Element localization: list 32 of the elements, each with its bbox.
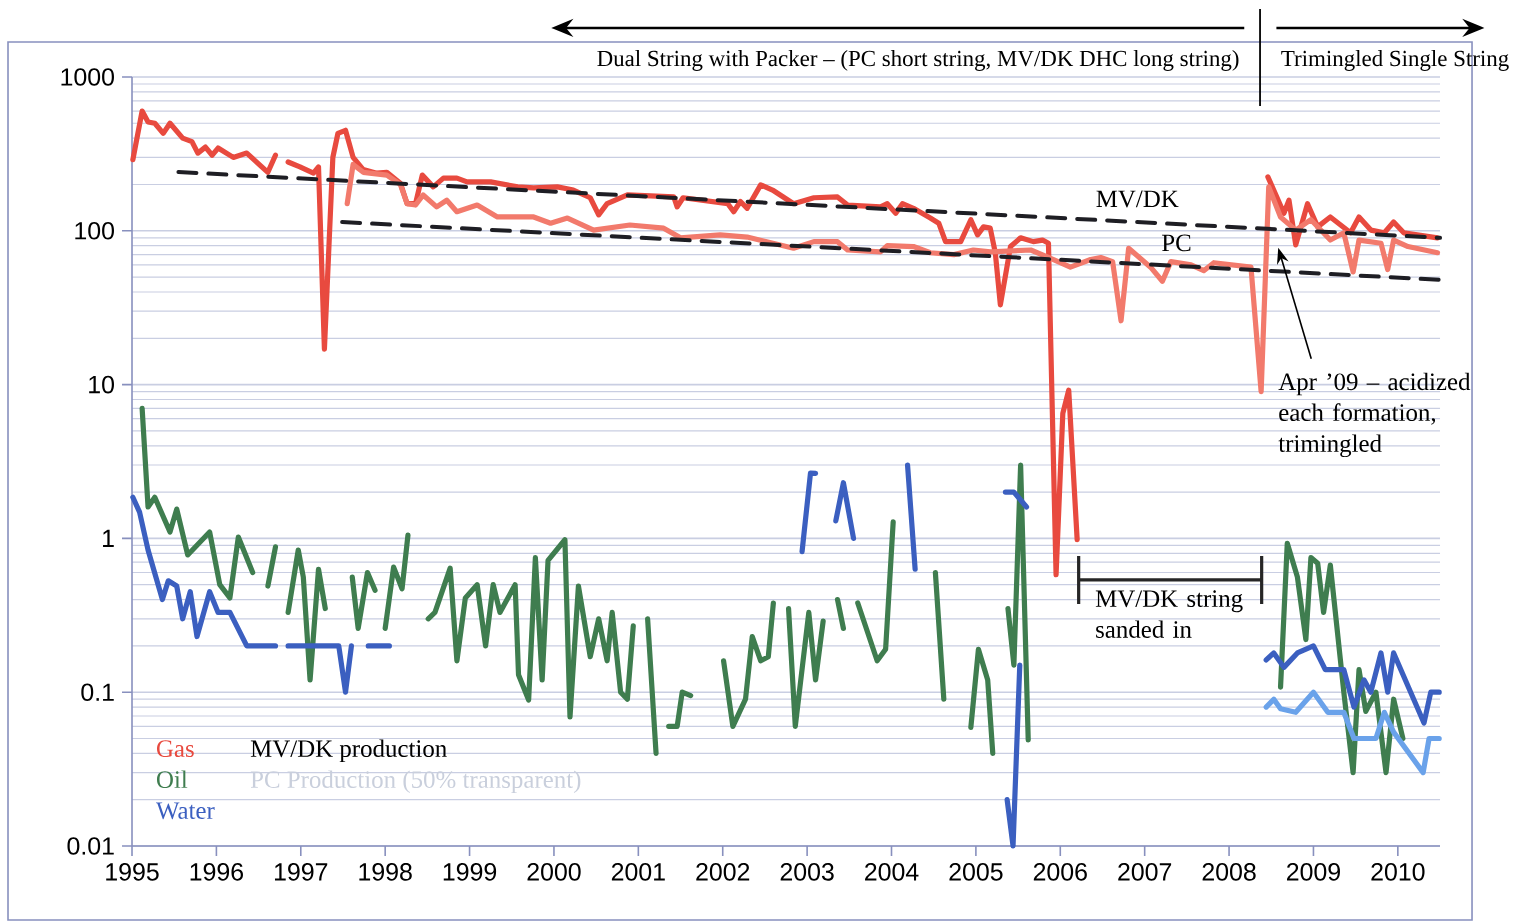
x-tick-label: 2002 xyxy=(696,863,750,881)
y-tick-label: 1000 xyxy=(61,68,114,86)
x-tick-label: 2001 xyxy=(611,863,665,881)
x-tick-label: 1997 xyxy=(274,863,328,881)
x-tick-label: 2009 xyxy=(1286,863,1340,881)
x-tick-label: 2008 xyxy=(1202,863,1256,881)
x-tick-label: 2006 xyxy=(1033,863,1087,881)
annotation: MV/DK production xyxy=(250,739,447,763)
x-tick-label: 1995 xyxy=(106,863,159,881)
x-tick-label: 2007 xyxy=(1118,863,1172,881)
y-tick-label: 1 xyxy=(103,529,114,547)
series-label: PC xyxy=(1162,234,1191,252)
x-tick-label: 2003 xyxy=(780,863,834,881)
series-label: MV/DK xyxy=(1096,190,1179,208)
text: Gas xyxy=(156,740,194,758)
x-tick-label: 2004 xyxy=(865,863,919,881)
y-tick-label: 10 xyxy=(89,375,114,394)
y-tick-label: 0.1 xyxy=(81,683,114,702)
annotation: Apr ’09 – acidized each formation, trimingled xyxy=(1278,372,1471,458)
text: Water xyxy=(155,802,215,820)
x-tick-label: 1996 xyxy=(190,863,243,881)
x-tick-label: 2000 xyxy=(527,863,581,881)
x-tick-label: 2005 xyxy=(949,863,1003,881)
x-tick-label: 1998 xyxy=(359,863,412,881)
annotation: MV/DK string sanded in xyxy=(1095,590,1243,638)
text: Dual String with Packer – (PC short string, MV/DK DHC long string) xyxy=(597,50,1239,71)
x-tick-label: 2010 xyxy=(1371,863,1425,881)
x-tick-label: 1999 xyxy=(443,863,497,881)
text: Oil xyxy=(156,770,188,789)
y-tick-label: 100 xyxy=(75,221,114,240)
text: Trimingled Single String xyxy=(1281,50,1509,71)
y-tick-label: 0.01 xyxy=(67,837,114,855)
